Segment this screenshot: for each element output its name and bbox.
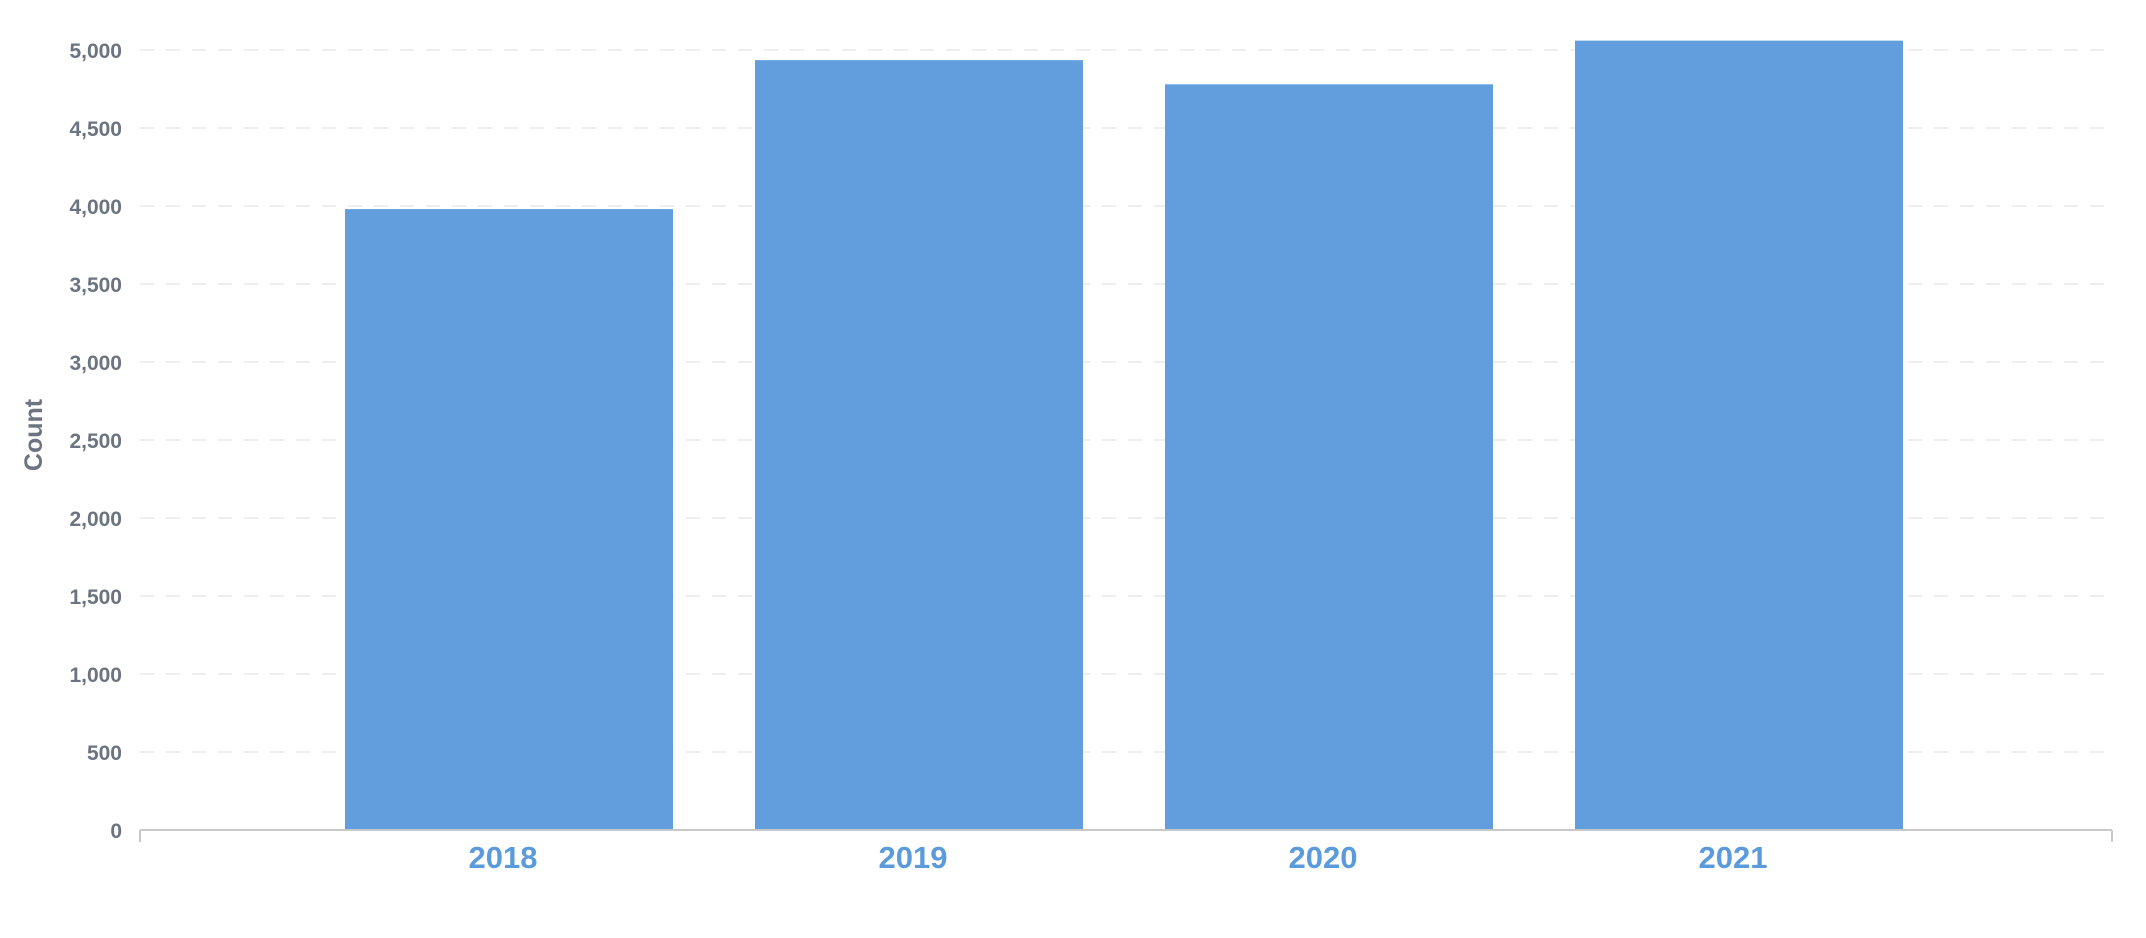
- y-tick-label: 0: [110, 820, 122, 843]
- y-tick-label: 1,000: [69, 664, 122, 687]
- x-axis-ticks: 2018 2019 2020 2021: [469, 840, 1768, 875]
- bars: [345, 40, 1903, 830]
- y-tick-label: 2,000: [69, 508, 122, 531]
- bar-2019: [755, 60, 1083, 830]
- bar-2020: [1165, 84, 1493, 830]
- x-tick-label: 2018: [469, 840, 538, 875]
- y-tick-label: 1,500: [69, 586, 122, 609]
- y-tick-label: 3,000: [69, 352, 122, 375]
- y-tick-label: 2,500: [69, 430, 122, 453]
- y-axis-ticks: 0 500 1,000 1,500 2,000 2,500 3,000 3,500 4,000 4…: [69, 40, 122, 843]
- x-axis: [139, 829, 2113, 842]
- y-tick-label: 4,500: [69, 118, 122, 141]
- bar-2018: [345, 209, 673, 830]
- y-tick-label: 500: [87, 742, 122, 765]
- y-tick-label: 5,000: [69, 40, 122, 63]
- bar-2021: [1575, 40, 1903, 830]
- y-tick-label: 4,000: [69, 196, 122, 219]
- x-tick-label: 2019: [879, 840, 948, 875]
- y-axis-title: Count: [20, 398, 48, 471]
- x-tick-label: 2020: [1289, 840, 1358, 875]
- x-tick-label: 2021: [1699, 840, 1768, 875]
- y-tick-label: 3,500: [69, 274, 122, 297]
